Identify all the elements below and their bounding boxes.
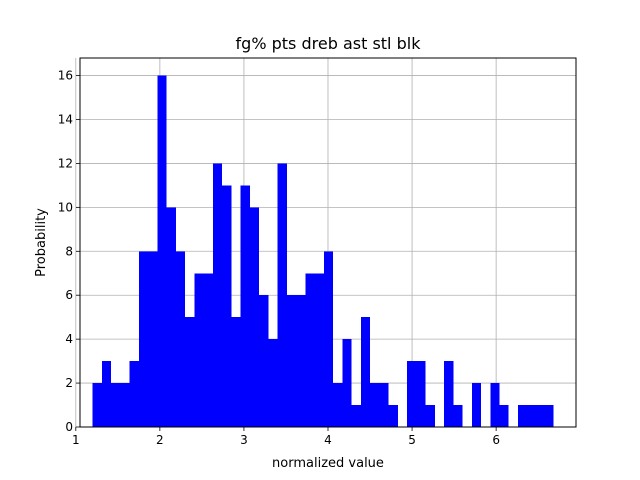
histogram-bar (370, 383, 380, 427)
histogram-bar (314, 273, 324, 427)
y-tick-label: 0 (65, 420, 73, 434)
histogram-bar (111, 383, 121, 427)
y-tick-label: 6 (65, 288, 73, 302)
histogram-bar (222, 185, 232, 427)
bars (92, 75, 554, 428)
histogram-bar (92, 383, 102, 427)
histogram-bar (138, 251, 149, 427)
histogram-bar (129, 361, 139, 427)
histogram-bar (305, 273, 315, 427)
y-tick-label: 10 (58, 200, 73, 214)
histogram-bar (333, 383, 343, 427)
x-tick-label: 5 (408, 433, 416, 447)
histogram-bar (185, 317, 195, 427)
x-axis-ticks: 1 2 3 4 5 6 (72, 427, 500, 447)
y-axis-ticks: 0 2 4 6 8 10 12 14 16 (58, 69, 80, 434)
x-tick-label: 1 (72, 433, 80, 447)
y-tick-label: 8 (65, 244, 73, 258)
histogram-bar (203, 273, 213, 427)
histogram-bar (388, 405, 398, 427)
y-tick-label: 4 (65, 332, 73, 346)
x-tick-label: 4 (324, 433, 332, 447)
x-axis-label: normalized value (272, 456, 384, 471)
histogram-bar (286, 295, 297, 427)
histogram-bar (231, 317, 241, 427)
histogram-bar (212, 163, 223, 427)
histogram-bar (148, 251, 158, 427)
y-tick-label: 2 (65, 376, 73, 390)
histogram-bar (194, 273, 204, 427)
y-tick-label: 14 (58, 113, 73, 127)
histogram-bar (407, 361, 417, 427)
histogram-bar (545, 405, 554, 427)
histogram-bar (444, 361, 454, 427)
y-tick-label: 12 (58, 156, 73, 170)
chart-title: fg% pts dreb ast stl blk (236, 34, 422, 53)
histogram-bar (101, 361, 112, 427)
x-tick-label: 6 (492, 433, 500, 447)
histogram-bar (323, 251, 334, 427)
histogram-bar (342, 339, 352, 427)
histogram-bar (360, 317, 371, 427)
histogram-bar (527, 405, 537, 427)
histogram-bar (536, 405, 546, 427)
histogram-bar (240, 185, 250, 427)
histogram-bar (120, 383, 130, 427)
histogram-bar (499, 405, 509, 427)
histogram-bar (296, 295, 306, 427)
histogram-bar (157, 75, 167, 428)
histogram-bar (166, 207, 176, 427)
histogram-bar (379, 383, 389, 427)
y-tick-label: 16 (58, 69, 73, 83)
histogram-bar (259, 295, 269, 427)
histogram-bar (249, 207, 260, 427)
y-axis-label: Probability (34, 208, 49, 277)
histogram-bar (268, 339, 278, 427)
histogram-bar (351, 405, 361, 427)
histogram-bar (490, 383, 500, 427)
x-tick-label: 2 (156, 433, 164, 447)
histogram-bar (517, 405, 528, 427)
x-tick-label: 3 (240, 433, 248, 447)
histogram-bar (425, 405, 435, 427)
histogram-bar (453, 405, 463, 427)
histogram-bar (277, 163, 287, 427)
histogram-bar (471, 383, 482, 427)
histogram-bar (416, 361, 426, 427)
histogram-bar (175, 251, 186, 427)
